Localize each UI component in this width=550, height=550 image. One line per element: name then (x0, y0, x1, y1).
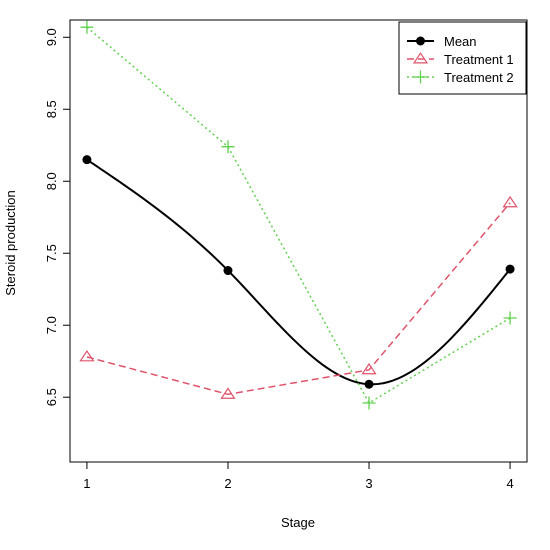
data-point-mean (82, 155, 92, 165)
legend-marker-treatment-1 (412, 52, 429, 64)
x-tick-label: 1 (83, 476, 90, 491)
data-point-treatment-2 (80, 20, 94, 34)
y-tick-label: 7.5 (44, 244, 59, 262)
data-point-treatment-1 (220, 387, 236, 399)
y-tick-label: 7.0 (44, 316, 59, 334)
data-point-mean (505, 264, 515, 274)
data-point-treatment-1 (361, 362, 377, 375)
data-point-treatment-1 (502, 195, 518, 208)
series-line-treatment-2 (86, 26, 511, 405)
x-axis-title: Stage (281, 515, 315, 530)
x-tick-label: 2 (224, 476, 231, 491)
y-tick-label: 8.0 (44, 172, 59, 190)
x-tick-label: 4 (506, 476, 513, 491)
plot-layer: 1 2 3 4 6.5 7.0 7.5 8.0 8.5 9.0 Mean Treatment 1 Tre… (44, 19, 528, 491)
legend-marker-treatment-2 (414, 70, 427, 84)
series-mean (82, 155, 515, 389)
data-point-mean (364, 379, 374, 389)
series-line-mean (86, 158, 511, 386)
legend: Mean Treatment 1 Treatment 2 (398, 21, 527, 95)
y-tick-label: 9.0 (44, 28, 59, 46)
legend-label-treatment-2: Treatment 2 (444, 70, 514, 85)
y-tick-label: 6.5 (44, 388, 59, 406)
data-point-mean (223, 266, 233, 276)
y-tick-label: 8.5 (44, 100, 59, 118)
data-point-treatment-2 (362, 396, 376, 410)
data-point-treatment-2 (221, 140, 235, 154)
data-point-treatment-1 (79, 349, 95, 362)
legend-label-treatment-1: Treatment 1 (444, 52, 514, 67)
series-treatment-1 (79, 195, 518, 399)
series-line-treatment-1 (86, 202, 511, 396)
legend-marker-mean (416, 36, 425, 46)
x-tick-label: 3 (365, 476, 372, 491)
legend-label-mean: Mean (444, 34, 477, 49)
data-point-treatment-2 (503, 311, 517, 325)
series-treatment-2 (80, 20, 517, 410)
y-axis-title: Steroid production (3, 190, 18, 296)
